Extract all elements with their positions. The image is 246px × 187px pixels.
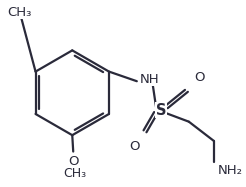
Text: NH: NH [140,73,159,86]
Text: S: S [156,103,166,118]
Text: O: O [68,155,78,168]
Text: O: O [194,71,205,84]
Text: CH₃: CH₃ [63,167,87,180]
Text: O: O [130,140,140,153]
Text: NH₂: NH₂ [218,164,243,177]
Text: CH₃: CH₃ [7,6,31,19]
